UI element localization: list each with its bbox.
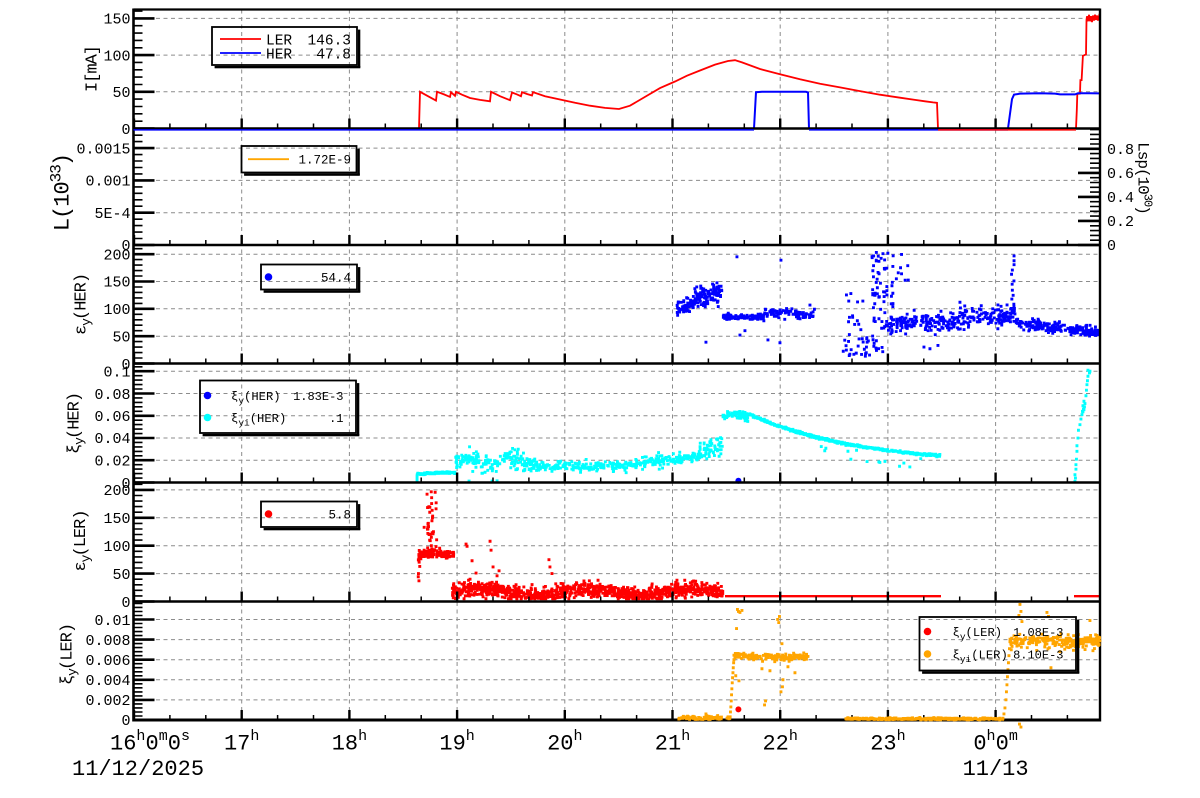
svg-text:I[mA]: I[mA] [83,46,102,92]
svg-text:0.04: 0.04 [94,431,130,448]
svg-text:0: 0 [121,713,130,730]
svg-text:0.2: 0.2 [1107,214,1134,231]
svg-text:0: 0 [121,238,130,255]
svg-text:0.4: 0.4 [1107,190,1134,207]
svg-text:50: 50 [112,567,130,584]
svg-text:50: 50 [112,329,130,346]
svg-text:0.006: 0.006 [85,653,130,670]
svg-text:200: 200 [103,247,130,264]
svg-text:22h: 22h [762,728,797,757]
svg-text:0: 0 [121,595,130,612]
svg-text:0.02: 0.02 [94,454,130,471]
svg-text:LER: LER [266,34,292,50]
svg-text:0: 0 [121,357,130,374]
svg-text:11/12/2025: 11/12/2025 [72,757,204,782]
svg-text:1.83E-3: 1.83E-3 [293,390,343,404]
svg-text:0.002: 0.002 [85,693,130,710]
svg-text:0.8: 0.8 [1107,142,1134,159]
svg-text:0: 0 [121,476,130,493]
svg-text:200: 200 [103,483,130,500]
svg-text:5.8: 5.8 [328,509,351,523]
svg-text:0.6: 0.6 [1107,166,1134,183]
svg-text:0: 0 [1107,238,1116,255]
svg-text:.1: .1 [329,412,343,426]
svg-text:8.10E-3: 8.10E-3 [1013,649,1063,663]
svg-text:1.72E-9: 1.72E-9 [298,154,351,168]
svg-text:5E-4: 5E-4 [94,206,130,223]
svg-text:100: 100 [103,302,130,319]
svg-text:0.1: 0.1 [103,365,130,382]
svg-text:16h 0m 0s: 16h 0m 0s [110,728,190,757]
svg-text:εy (LER): εy (LER) [72,510,94,571]
svg-text:0: 0 [121,122,130,139]
svg-text:L(1033 ): L(1033 ) [48,154,76,231]
svg-text:0.08: 0.08 [94,387,130,404]
svg-text:0.001: 0.001 [85,174,130,191]
svg-text:ξy(LER): ξy(LER) [953,626,1003,643]
svg-text:54.4: 54.4 [321,272,351,286]
svg-text:1.08E-3: 1.08E-3 [1013,626,1063,640]
svg-text:0.06: 0.06 [94,409,130,426]
svg-text:146.3: 146.3 [307,34,351,50]
svg-text:0.004: 0.004 [85,673,130,690]
svg-text:ξyi(LER): ξyi(LER) [953,649,1008,666]
svg-text:11/13: 11/13 [963,757,1029,782]
svg-text:100: 100 [103,48,130,65]
svg-text:ξy(HER): ξy(HER) [231,390,281,407]
svg-text:150: 150 [103,12,130,29]
svg-text:150: 150 [103,511,130,528]
svg-text:ξy (LER): ξy (LER) [59,624,81,685]
svg-text:150: 150 [103,275,130,292]
svg-text:0.0015: 0.0015 [76,141,130,158]
svg-text:ξy (HER): ξy (HER) [66,393,88,454]
svg-text:100: 100 [103,539,130,556]
svg-text:HER: HER [266,48,292,64]
svg-text:50: 50 [112,85,130,102]
svg-text:εy (HER): εy (HER) [73,274,95,335]
svg-text:47.8: 47.8 [316,48,351,64]
svg-text:0.008: 0.008 [85,633,130,650]
svg-text:0.01: 0.01 [94,613,130,630]
